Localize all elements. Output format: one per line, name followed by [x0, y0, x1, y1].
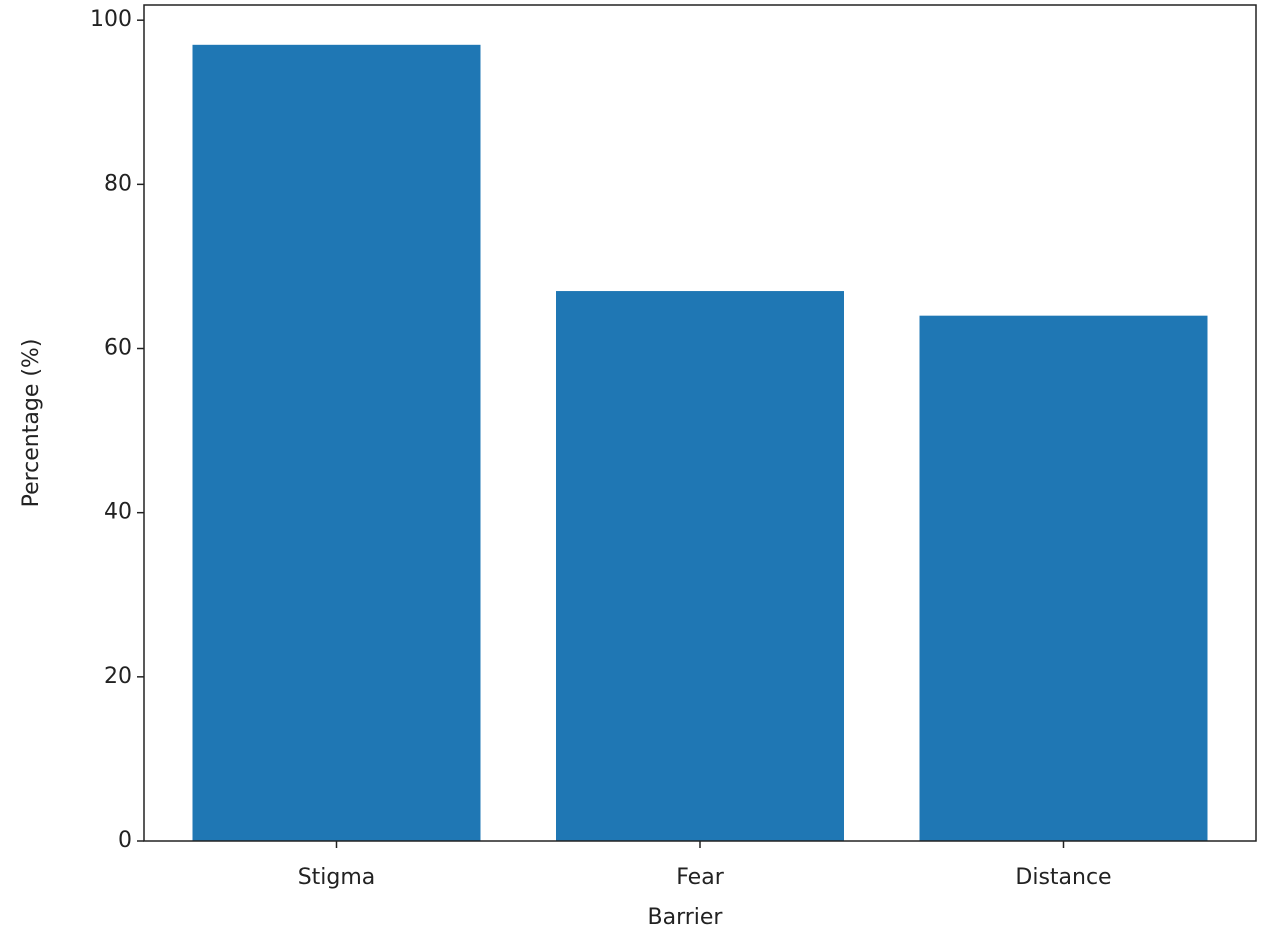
y-tick-label: 80	[104, 171, 132, 196]
x-tick-label: Stigma	[298, 865, 376, 890]
y-tick-label: 0	[118, 828, 132, 853]
x-tick-label: Distance	[1015, 865, 1111, 890]
y-tick-label: 100	[90, 7, 132, 32]
x-tick-label: Fear	[676, 865, 724, 890]
y-tick-label: 40	[104, 500, 132, 525]
y-tick-label: 60	[104, 336, 132, 361]
x-axis-label: Barrier	[648, 905, 724, 930]
bar	[556, 291, 844, 841]
plot-frame	[143, 4, 1257, 842]
bar	[919, 315, 1208, 841]
bar	[192, 44, 481, 842]
y-axis-label: Percentage (%)	[19, 339, 44, 508]
y-tick-label: 20	[104, 664, 132, 689]
